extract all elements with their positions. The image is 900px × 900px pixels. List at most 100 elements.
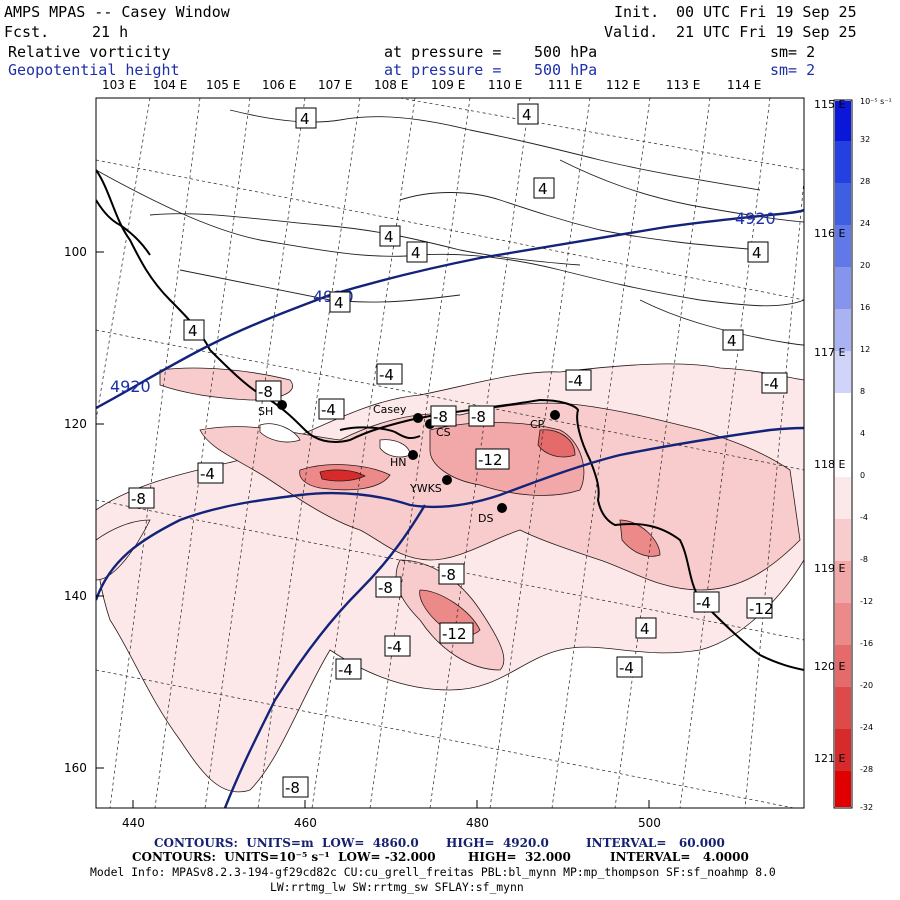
lon-label-103e: 103 E xyxy=(102,78,137,92)
y-tick-160: 160 xyxy=(64,761,87,775)
map-title: AMPS MPAS -- Casey Window xyxy=(4,3,230,21)
svg-text:-4: -4 xyxy=(568,372,583,390)
height-contour-interval: INTERVAL= 60.000 xyxy=(586,836,725,850)
vort-label: -8 xyxy=(430,405,457,427)
station-marker-ywks xyxy=(442,475,452,485)
svg-text:4: 4 xyxy=(411,244,421,262)
vort-label: 4 xyxy=(635,617,657,639)
vort-label: -4 xyxy=(693,591,720,613)
init-label: Init. xyxy=(614,3,660,21)
y-tick-120: 120 xyxy=(64,417,87,431)
vort-label: -8 xyxy=(255,380,282,402)
station-label-hn: HN xyxy=(390,456,407,469)
svg-text:4: 4 xyxy=(188,322,198,340)
svg-text:4: 4 xyxy=(384,228,394,246)
field1-pressure-label: at pressure = xyxy=(384,43,502,61)
vort-label: -12 xyxy=(439,622,474,644)
vort-label: 4 xyxy=(295,107,317,129)
vort-label: -8 xyxy=(282,776,309,798)
station-marker-cp xyxy=(550,410,560,420)
svg-text:-8: -8 xyxy=(441,566,456,584)
field2-pressure-label: at pressure = xyxy=(384,61,502,79)
lon-label-110e: 110 E xyxy=(488,78,523,92)
colorbar-label: -32 xyxy=(860,803,874,812)
svg-text:4: 4 xyxy=(522,106,532,124)
station-label-ds: DS xyxy=(478,512,493,525)
vort-label: 4 xyxy=(747,241,769,263)
forecast-value: 21 h xyxy=(92,23,129,41)
lon-label-105e: 105 E xyxy=(206,78,241,92)
colorbar xyxy=(833,99,853,809)
height-label-4920-east: 4920 xyxy=(735,209,776,228)
vorticity-contour-info: CONTOURS: UNITS=10⁻⁵ s⁻¹ LOW= -32.000 xyxy=(132,850,436,864)
colorbar-label: -24 xyxy=(860,723,874,732)
field1-pressure-value: 500 hPa xyxy=(534,43,598,61)
colorbar-label: 4 xyxy=(860,429,866,438)
colorbar-label: 28 xyxy=(860,177,871,186)
svg-text:-12: -12 xyxy=(442,625,467,643)
height-contour-high: HIGH= 4920.0 xyxy=(446,836,549,850)
height-contour-info: CONTOURS: UNITS=m LOW= 4860.0 xyxy=(154,836,419,850)
forecast-label: Fcst. xyxy=(4,23,50,41)
model-info-physics: LW:rrtmg_lw SW:rrtmg_sw SFLAY:sf_mynn xyxy=(270,880,524,894)
vorticity-contour-interval: INTERVAL= 4.0000 xyxy=(610,850,749,864)
colorbar-label: -12 xyxy=(860,597,874,606)
colorbar-label: -4 xyxy=(860,513,868,522)
svg-text:-12: -12 xyxy=(749,600,774,618)
colorbar-label: 20 xyxy=(860,261,871,270)
svg-text:-4: -4 xyxy=(696,594,711,612)
lon-label-121e: 121 E xyxy=(814,752,846,765)
valid-value: 21 UTC Fri 19 Sep 25 xyxy=(676,23,857,41)
vort-label: -8 xyxy=(438,563,465,585)
axis-ticks xyxy=(96,251,650,808)
colorbar-label: 32 xyxy=(860,135,871,144)
colorbar-label: 24 xyxy=(860,219,871,228)
colorbar-label: 8 xyxy=(860,387,866,396)
vort-label: -8 xyxy=(375,576,402,598)
svg-text:-8: -8 xyxy=(433,408,448,426)
colorbar-label: 12 xyxy=(860,345,871,354)
station-marker-sh xyxy=(277,400,287,410)
lon-label-114e: 114 E xyxy=(727,78,762,92)
station-marker-ds xyxy=(497,503,507,513)
station-label-casey: Casey xyxy=(373,403,407,416)
x-tick-500: 500 xyxy=(638,816,661,830)
vort-label: -12 xyxy=(746,597,774,619)
svg-text:-4: -4 xyxy=(387,638,402,656)
vorticity-labels: 4 4 4 4 4 4 4 4 4 -4 -4 -4 -4 -4 -4 -4 -… xyxy=(128,103,788,798)
colorbar-label: -16 xyxy=(860,639,874,648)
x-tick-460: 460 xyxy=(294,816,317,830)
lon-label-106e: 106 E xyxy=(262,78,297,92)
vort-label: -4 xyxy=(761,372,788,394)
vort-label: 4 xyxy=(406,241,428,263)
vort-label: 4 xyxy=(722,329,744,351)
colorbar-label: -20 xyxy=(860,681,874,690)
plot-border xyxy=(95,97,805,809)
vort-label: 4 xyxy=(379,225,401,247)
vort-label: 4 xyxy=(183,319,205,341)
lon-label-107e: 107 E xyxy=(318,78,353,92)
lon-label-113e: 113 E xyxy=(666,78,701,92)
vort-label: -4 xyxy=(318,398,345,420)
svg-text:4: 4 xyxy=(538,180,548,198)
height-label-4920-west: 4920 xyxy=(110,377,151,396)
svg-text:-4: -4 xyxy=(619,659,634,677)
svg-text:-8: -8 xyxy=(258,383,273,401)
vort-label: -4 xyxy=(384,635,411,657)
model-info: Model Info: MPASv8.2.3-194-gf29cd82c CU:… xyxy=(90,865,776,879)
svg-text:4: 4 xyxy=(640,620,650,638)
svg-text:-4: -4 xyxy=(379,366,394,384)
vort-label: 4 xyxy=(533,177,555,199)
svg-text:4: 4 xyxy=(300,110,310,128)
vort-label: -8 xyxy=(128,487,155,509)
field1-smooth: sm= 2 xyxy=(770,43,816,61)
colorbar-label: -8 xyxy=(860,555,868,564)
colorbar-unit: 10⁻⁵ s⁻¹ xyxy=(860,97,892,106)
field2-smooth: sm= 2 xyxy=(770,61,816,79)
svg-text:4: 4 xyxy=(752,244,762,262)
lon-label-111e: 111 E xyxy=(548,78,583,92)
lon-label-109e: 109 E xyxy=(431,78,466,92)
lon-label-116e: 116 E xyxy=(814,227,846,240)
vort-label: -4 xyxy=(197,462,224,484)
